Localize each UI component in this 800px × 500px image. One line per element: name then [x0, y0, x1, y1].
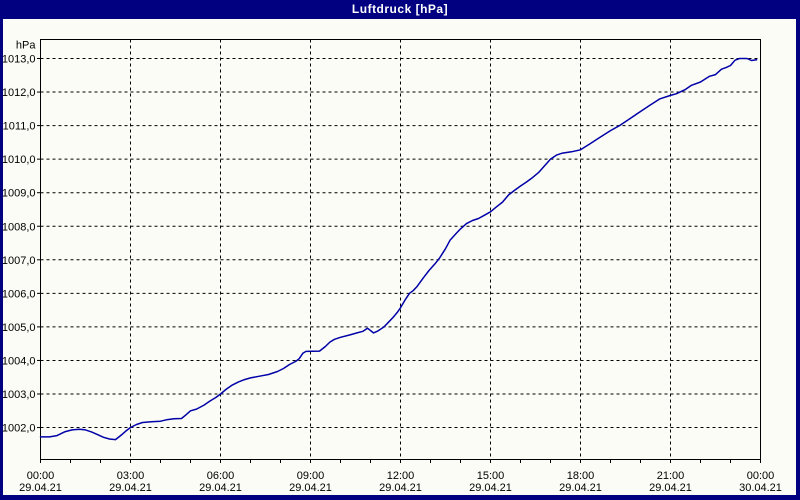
y-tick-label: 1006,0 [2, 288, 36, 300]
x-tick-time-label: 15:00 [477, 470, 505, 482]
x-tick-time-label: 09:00 [297, 470, 325, 482]
pressure-line [39, 57, 758, 441]
y-tick-label: 1005,0 [2, 322, 36, 334]
x-tick-time-label: 03:00 [117, 470, 145, 482]
y-tick-label: 1011,0 [3, 121, 36, 133]
y-tick-label: 1013,0 [2, 54, 36, 66]
x-tick-date-label: 29.04.21 [379, 482, 422, 494]
y-tick-label: 1012,0 [2, 87, 36, 99]
x-tick-time-label: 18:00 [567, 470, 595, 482]
x-tick-date-label: 29.04.21 [199, 482, 242, 494]
x-tick-date-label: 29.04.21 [19, 482, 62, 494]
x-tick-date-label: 29.04.21 [469, 482, 512, 494]
window-title: Luftdruck [hPa] [351, 2, 449, 16]
y-axis-unit-label: hPa [16, 40, 36, 52]
x-tick-time-label: 00:00 [27, 470, 55, 482]
x-tick-date-label: 29.04.21 [109, 482, 152, 494]
x-tick-time-label: 00:00 [747, 470, 775, 482]
y-tick-label: 1010,0 [2, 154, 36, 166]
y-tick-label: 1003,0 [2, 389, 36, 401]
x-tick-date-label: 29.04.21 [559, 482, 602, 494]
y-tick-label: 1004,0 [2, 355, 36, 367]
title-bar: Luftdruck [hPa] [0, 0, 800, 19]
x-tick-date-label: 30.04.21 [739, 482, 782, 494]
x-tick-time-label: 06:00 [207, 470, 235, 482]
x-tick-time-label: 21:00 [657, 470, 685, 482]
y-tick-label: 1002,0 [2, 423, 36, 435]
plot-border [40, 39, 761, 460]
y-tick-label: 1007,0 [2, 255, 36, 267]
x-tick-time-label: 12:00 [387, 470, 415, 482]
y-tick-label: 1009,0 [2, 188, 36, 200]
x-tick-date-label: 29.04.21 [649, 482, 692, 494]
y-tick-label: 1008,0 [2, 221, 36, 233]
x-tick-date-label: 29.04.21 [289, 482, 332, 494]
